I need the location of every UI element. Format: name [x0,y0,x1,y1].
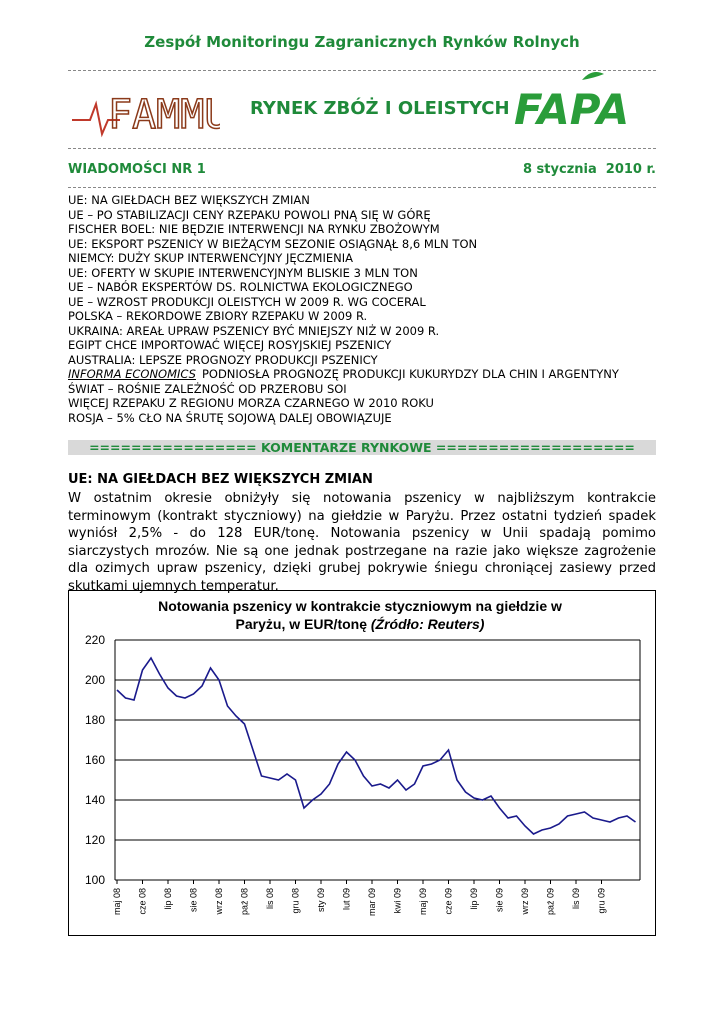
news-item: EGIPT CHCE IMPORTOWAĆ WIĘCEJ ROSYJSKIEJ … [68,338,619,353]
x-tick-label: kwi 09 [393,888,403,914]
chart-title: Notowania pszenicy w kontrakcie stycznio… [158,598,562,632]
news-item: UE: NA GIEŁDACH BEZ WIĘKSZYCH ZMIAN [68,193,619,208]
news-text: AUSTRALIA: LEPSZE PROGNOZY PRODUKCJI PSZ… [68,352,378,367]
y-tick-label: 120 [85,833,105,847]
news-item: WIĘCEJ RZEPAKU Z REGIONU MORZA CZARNEGO … [68,396,619,411]
top-header: Zespół Monitoringu Zagranicznych Rynków … [144,33,580,51]
x-tick-label: gru 08 [291,888,301,914]
logo-left: FAMMU [72,91,220,139]
x-tick-label: lip 08 [163,888,173,910]
x-tick-label: cze 08 [138,888,148,915]
news-item: UE – NABÓR EKSPERTÓW DS. ROLNICTWA EKOLO… [68,280,619,295]
logo-text: FAPA [514,85,629,128]
news-item: ŚWIAT – ROŚNIE ZALEŻNOŚĆ OD PRZEROBU SOI [68,382,619,397]
rule [68,70,656,71]
rule [68,187,656,188]
news-text: ŚWIAT – ROŚNIE ZALEŻNOŚĆ OD PRZEROBU SOI [68,381,347,396]
news-text: UE – NABÓR EKSPERTÓW DS. ROLNICTWA EKOLO… [68,280,413,294]
news-text: POLSKA – REKORDOWE ZBIORY RZEPAKU W 2009… [68,309,368,323]
news-text: UE: EKSPORT PSZENICY W BIEŻĄCYM SEZONIE … [68,236,478,251]
news-text: EGIPT CHCE IMPORTOWAĆ WIĘCEJ ROSYJSKIEJ … [68,338,392,352]
rule [68,148,656,149]
x-tick-label: wrz 09 [520,888,530,916]
news-item: UE – WZROST PRODUKCJI OLEISTYCH W 2009 R… [68,295,619,310]
news-text: PODNIOSŁA PROGNOZĘ PRODUKCJI KUKURYDZY D… [201,367,619,381]
issue-number: WIADOMOŚCI NR 1 [68,162,206,177]
news-text: FISCHER BOEL: NIE BĘDZIE INTERWENCJI NA … [68,222,440,236]
news-text: UE: NA GIEŁDACH BEZ WIĘKSZYCH ZMIAN [68,193,310,207]
logo-text: FAMMU [108,92,220,138]
news-item: ROSJA – 5% CŁO NA ŚRUTĘ SOJOWĄ DALEJ OBO… [68,411,619,426]
report-title: RYNEK ZBÓŻ I OLEISTYCH [250,98,510,119]
news-item: NIEMCY: DUŻY SKUP INTERWENCYJNY JĘCZMIEN… [68,251,619,266]
chart-title-box: Notowania pszenicy w kontrakcie stycznio… [140,597,580,633]
news-text: UE – WZROST PRODUKCJI OLEISTYCH W 2009 R… [68,294,426,309]
news-list: UE: NA GIEŁDACH BEZ WIĘKSZYCH ZMIAN UE – … [68,193,619,425]
y-tick-label: 140 [85,793,105,807]
y-tick-label: 220 [85,633,105,647]
article-body: W ostatnim okresie obniżyły się notowani… [68,491,656,594]
x-tick-label: sie 08 [189,888,199,912]
news-item: FISCHER BOEL: NIE BĘDZIE INTERWENCJI NA … [68,222,619,237]
x-tick-label: paź 09 [546,888,556,915]
news-item: POLSKA – REKORDOWE ZBIORY RZEPAKU W 2009… [68,309,619,324]
news-text: WIĘCEJ RZEPAKU Z REGIONU MORZA CZARNEGO … [68,396,434,410]
news-item: UE: EKSPORT PSZENICY W BIEŻĄCYM SEZONIE … [68,237,619,252]
news-item: UE: OFERTY W SKUPIE INTERWENCYJNYM BLISK… [68,266,619,281]
x-tick-label: paź 08 [240,888,250,915]
issue-date: 8 stycznia 2010 r. [522,162,656,177]
news-item: UE – PO STABILIZACJI CENY RZEPAKU POWOLI… [68,208,619,223]
x-tick-label: lis 09 [571,888,581,909]
news-text: UE: OFERTY W SKUPIE INTERWENCYJNYM BLISK… [68,265,418,280]
chart-frame [68,590,656,936]
x-tick-label: wrz 08 [214,888,224,916]
news-text: ROSJA – 5% CŁO NA ŚRUTĘ SOJOWĄ DALEJ OBO… [68,410,392,425]
news-item: INFORMA ECONOMICS PODNIOSŁA PROGNOZĘ PROD… [68,367,619,382]
x-tick-label: mar 09 [367,888,377,916]
x-tick-label: sty 09 [316,888,326,912]
y-tick-label: 160 [85,753,105,767]
news-text: INFORMA ECONOMICS [68,367,196,381]
x-tick-label: maj 08 [112,888,122,915]
price-line [116,656,636,835]
y-tick-label: 100 [85,873,105,887]
x-tick-label: cze 09 [444,888,454,915]
y-tick-label: 180 [85,713,105,727]
news-item: UKRAINA: AREAŁ UPRAW PSZENICY BYĆ MNIEJS… [68,324,619,339]
x-tick-label: lis 08 [265,888,275,909]
news-text: UE – PO STABILIZACJI CENY RZEPAKU POWOLI… [68,207,431,222]
x-tick-label: sie 09 [495,888,505,912]
x-tick-label: gru 09 [597,888,607,914]
logo-right: FAPA [514,72,629,128]
section-banner: ================ KOMENTARZE RYNKOWE ====… [68,440,656,455]
news-text: UKRAINA: AREAŁ UPRAW PSZENICY BYĆ MNIEJS… [68,323,440,338]
x-tick-label: maj 09 [418,888,428,915]
x-tick-label: lip 09 [469,888,479,910]
article-heading: UE: NA GIEŁDACH BEZ WIĘKSZYCH ZMIAN [68,472,373,487]
y-tick-label: 200 [85,673,105,687]
news-text: NIEMCY: DUŻY SKUP INTERWENCYJNY JĘCZMIEN… [68,251,353,265]
x-tick-label: lut 09 [342,888,352,910]
chart-source: (Źródło: Reuters) [370,616,485,632]
news-item: AUSTRALIA: LEPSZE PROGNOZY PRODUKCJI PSZ… [68,353,619,368]
